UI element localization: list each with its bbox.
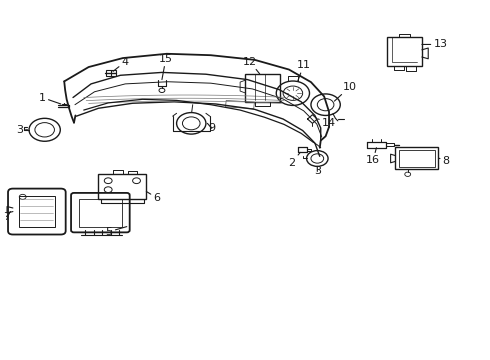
Text: 8: 8 bbox=[439, 156, 450, 166]
Text: 12: 12 bbox=[243, 57, 260, 74]
Text: 14: 14 bbox=[318, 118, 336, 128]
Bar bbox=[98, 174, 147, 199]
Bar bbox=[387, 37, 422, 66]
Text: 7: 7 bbox=[3, 212, 10, 221]
Bar bbox=[395, 147, 439, 169]
Text: 13: 13 bbox=[422, 40, 447, 49]
Text: 10: 10 bbox=[334, 82, 357, 101]
Text: 6: 6 bbox=[147, 192, 161, 203]
Text: 4: 4 bbox=[113, 57, 129, 71]
Text: 5: 5 bbox=[106, 226, 127, 237]
Text: 3: 3 bbox=[16, 125, 27, 135]
Bar bbox=[106, 70, 116, 76]
Text: 2: 2 bbox=[288, 152, 300, 168]
Text: 3: 3 bbox=[314, 166, 321, 176]
Text: 16: 16 bbox=[366, 148, 380, 165]
Text: 1: 1 bbox=[39, 93, 61, 104]
Bar bbox=[399, 149, 435, 167]
Text: 9: 9 bbox=[207, 123, 215, 133]
Text: 15: 15 bbox=[159, 54, 173, 80]
Bar bbox=[19, 197, 55, 226]
Text: 11: 11 bbox=[296, 60, 311, 81]
Bar bbox=[79, 199, 122, 226]
Bar bbox=[225, 100, 254, 109]
